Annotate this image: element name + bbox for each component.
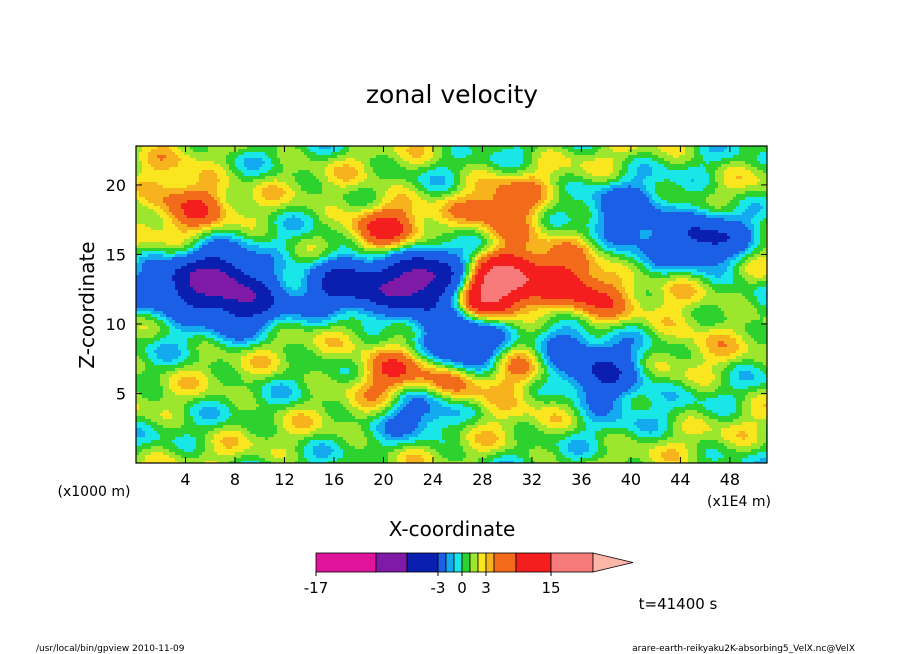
plot-frame — [135, 145, 768, 464]
colorbar-tick-label: 15 — [541, 579, 560, 597]
x-tick-label: 12 — [274, 470, 294, 489]
colorbar-segment — [406, 552, 439, 573]
x-unit-right: (x1E4 m) — [707, 494, 771, 510]
colorbar-segment — [375, 552, 408, 573]
time-label: t=41400 s — [639, 595, 718, 613]
x-tick-label: 16 — [324, 470, 344, 489]
colorbar-segment — [445, 552, 455, 573]
y-tick-label: 5 — [116, 384, 126, 403]
colorbar-segment — [461, 552, 471, 573]
x-tick-label: 28 — [472, 470, 492, 489]
x-tick-label: 40 — [621, 470, 641, 489]
y-tick-label: 15 — [106, 245, 126, 264]
colorbar-tick-label: -17 — [304, 579, 329, 597]
x-tick-label: 20 — [373, 470, 393, 489]
footer-left: /usr/local/bin/gpview 2010-11-09 — [36, 644, 185, 654]
x-tick-label: 8 — [230, 470, 240, 489]
x-axis-label: X-coordinate — [389, 517, 516, 541]
x-tick-label: 24 — [423, 470, 443, 489]
colorbar-tick-label: 0 — [457, 579, 467, 597]
colorbar-tick-label: -3 — [431, 579, 446, 597]
colorbar-segment — [477, 552, 487, 573]
x-tick-label: 36 — [571, 470, 591, 489]
colorbar-segment — [453, 552, 463, 573]
colorbar-segment — [515, 552, 552, 573]
x-tick-label: 32 — [522, 470, 542, 489]
y-axis: 5 10 15 20 — [106, 176, 767, 403]
x-tick-label: 48 — [720, 470, 740, 489]
colorbar-segment — [437, 552, 447, 573]
colorbar: -17 -3 0 3 15 — [304, 552, 634, 597]
footer-right: arare-earth-reikyaku2K-absorbing5_VelX.n… — [632, 644, 855, 654]
x-unit-left: (x1000 m) — [58, 484, 131, 500]
x-axis: 4 8 12 16 20 24 28 32 36 40 44 48 — [180, 146, 740, 489]
colorbar-segment — [550, 552, 594, 573]
chart-title: zonal velocity — [366, 80, 538, 109]
x-tick-label: 44 — [670, 470, 690, 489]
colorbar-segment — [493, 552, 517, 573]
colorbar-tick-label: 3 — [481, 579, 491, 597]
y-axis-label: Z-coordinate — [75, 241, 99, 368]
colorbar-segment — [485, 552, 495, 573]
colorbar-segment — [315, 552, 377, 573]
velocity-field — [136, 146, 767, 463]
y-tick-label: 10 — [106, 315, 126, 334]
x-tick-label: 4 — [180, 470, 190, 489]
y-tick-label: 20 — [106, 176, 126, 195]
colorbar-segment — [469, 552, 479, 573]
colorbar-extension — [592, 552, 634, 573]
